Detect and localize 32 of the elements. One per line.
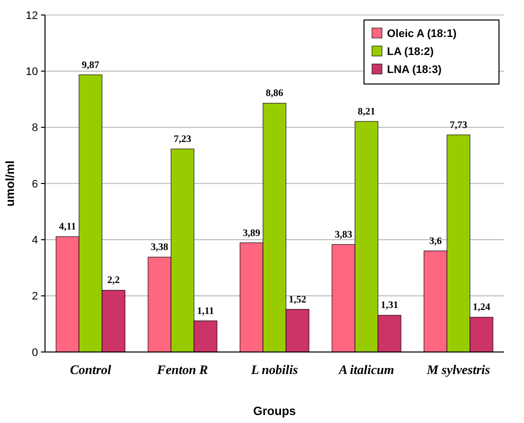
data-label: 7,73 (450, 120, 468, 131)
data-label: 1,11 (197, 306, 214, 317)
legend-label: Oleic A (18:1) (387, 28, 457, 40)
y-axis-title: umol/ml (3, 160, 17, 207)
y-tick-label: 2 (32, 290, 38, 303)
y-tick-label: 4 (32, 234, 38, 247)
y-tick-label: 12 (26, 10, 38, 22)
y-tick-label: 0 (32, 346, 38, 359)
data-label: 8,21 (358, 106, 376, 118)
data-label: 3,6 (429, 236, 442, 247)
data-label: 3,83 (334, 229, 352, 240)
data-label: 9,87 (82, 60, 100, 71)
data-label: 8,86 (266, 88, 284, 100)
legend-label: LA (18:2) (387, 46, 434, 58)
legend-label: LNA (18:3) (387, 64, 442, 76)
y-tick-label: 8 (32, 122, 38, 134)
x-tick-label: M sylvestris (426, 362, 490, 377)
x-tick-label: L nobilis (250, 362, 298, 377)
x-axis-title: Groups (253, 404, 296, 418)
data-label: 3,89 (242, 228, 260, 239)
x-tick-label: A italicum (338, 362, 394, 377)
data-label: 4,11 (59, 222, 76, 233)
data-label: 1,24 (472, 302, 490, 314)
x-tick-label: Fenton R (156, 362, 208, 377)
data-label: 2,2 (107, 275, 120, 286)
y-tick-label: 10 (26, 66, 38, 78)
data-label: 1,31 (380, 300, 398, 312)
y-tick-label: 6 (32, 178, 38, 190)
data-label: 3,38 (150, 242, 168, 254)
data-label: 7,23 (174, 134, 192, 145)
data-label: 1,52 (288, 294, 306, 306)
x-tick-label: Control (70, 362, 112, 377)
